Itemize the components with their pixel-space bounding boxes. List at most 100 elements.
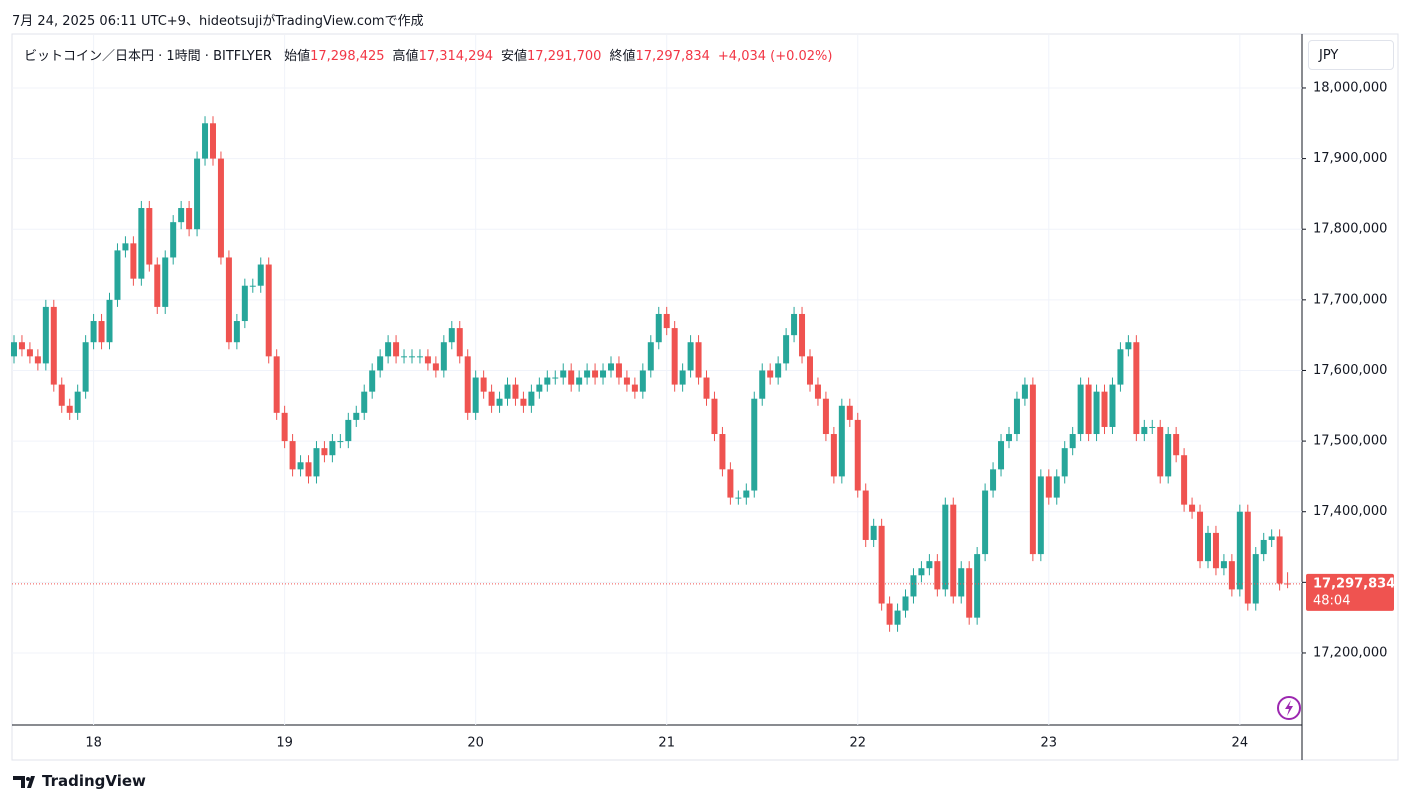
candle-body [934,561,941,590]
candle-body [1029,384,1036,555]
candle-body [743,490,750,498]
legend-change: +4,034 (+0.02%) [717,49,833,64]
alert-icon[interactable] [1277,696,1301,720]
candle-body [759,370,766,399]
candle-body [74,391,81,413]
candle-body [186,208,193,230]
candle-body [1173,434,1180,456]
candle-body [90,321,97,343]
candle-body [950,504,957,597]
symbol: ビットコイン／日本円 · 1時間 · BITFLYER [24,49,272,64]
candle-body [560,370,567,378]
candle-body [289,441,296,470]
candle-body [894,610,901,625]
countdown-label: 48:04 [1313,593,1350,608]
candle-body [42,306,49,364]
candle-body [265,264,272,357]
candle-body [639,370,646,392]
candle-body [504,384,511,399]
candle-body [337,441,344,443]
candle-body [1045,476,1052,498]
candle-body [10,342,17,357]
y-tick-label: 17,200,000 [1313,645,1387,660]
legend-value: 17,291,700 [527,49,602,64]
candle-body [1013,398,1020,435]
candle-body [408,356,415,358]
candle-body [568,370,575,385]
candle-body [767,370,774,378]
y-tick-label: 17,600,000 [1313,363,1387,378]
candle-body [217,158,224,258]
candle-body [783,335,790,364]
candle-body [496,398,503,406]
candle-body [448,328,455,343]
candle-body [735,497,742,499]
candle-body [536,384,543,392]
price-tag-label: 17,297,834 [1313,576,1395,591]
candle-body [416,356,423,358]
candle-body [1109,384,1116,427]
candle-body [1141,426,1148,435]
x-tick-label: 22 [849,736,866,751]
candle-body [615,363,622,378]
candle-body [273,356,280,413]
candle-body [918,568,925,576]
candle-body [655,313,662,343]
currency-button[interactable]: JPY [1308,40,1394,70]
candle-body [154,264,161,307]
candle-body [822,398,829,435]
candle-body [1252,554,1259,604]
candle-body [910,575,917,597]
candle-body [98,321,105,343]
candle-body [178,208,185,223]
candle-body [114,250,121,300]
candle-body [830,434,837,477]
candle-body [393,342,400,357]
candle-body [329,441,336,456]
y-tick-label: 17,500,000 [1313,434,1387,449]
candle-body [369,370,376,392]
candle-body [146,208,153,265]
legend-label: 高値 [392,49,419,64]
candle-body [600,370,607,378]
x-tick-label: 19 [276,736,293,751]
candle-body [799,313,806,357]
candle-body [806,356,813,385]
candle-body [170,222,177,258]
candle-body [512,384,519,399]
candle-body [281,412,288,442]
x-tick-label: 21 [658,736,675,751]
candle-body [1133,342,1140,435]
footer-brand: TradingView [42,772,146,790]
y-tick-label: 17,700,000 [1313,292,1387,307]
candle-body [974,554,981,618]
candle-body [687,342,694,371]
candle-body [958,568,965,597]
candle-body [1228,561,1235,590]
candle-body [846,405,853,420]
candle-body [162,257,169,307]
candle-body [58,384,65,406]
candle-body [576,377,583,385]
candle-body [520,398,527,406]
candle-body [1157,426,1164,477]
candle-body [1212,532,1219,569]
candle-body [838,405,845,477]
candle-body [66,405,73,413]
candle-body [703,377,710,399]
candle-body [321,448,328,456]
candle-body [1061,448,1068,477]
y-tick-label: 17,900,000 [1313,151,1387,166]
candle-body [1204,532,1211,562]
ohlc-legend: ビットコイン／日本円 · 1時間 · BITFLYER 始値17,298,425… [24,45,840,64]
candle-body [671,328,678,385]
candle-body [751,398,758,491]
candle-body [1093,391,1100,435]
candle-body [1236,511,1243,590]
x-tick-label: 23 [1041,736,1058,751]
candle-body [1260,539,1267,555]
candle-body [647,342,654,371]
candle-body [18,342,25,350]
